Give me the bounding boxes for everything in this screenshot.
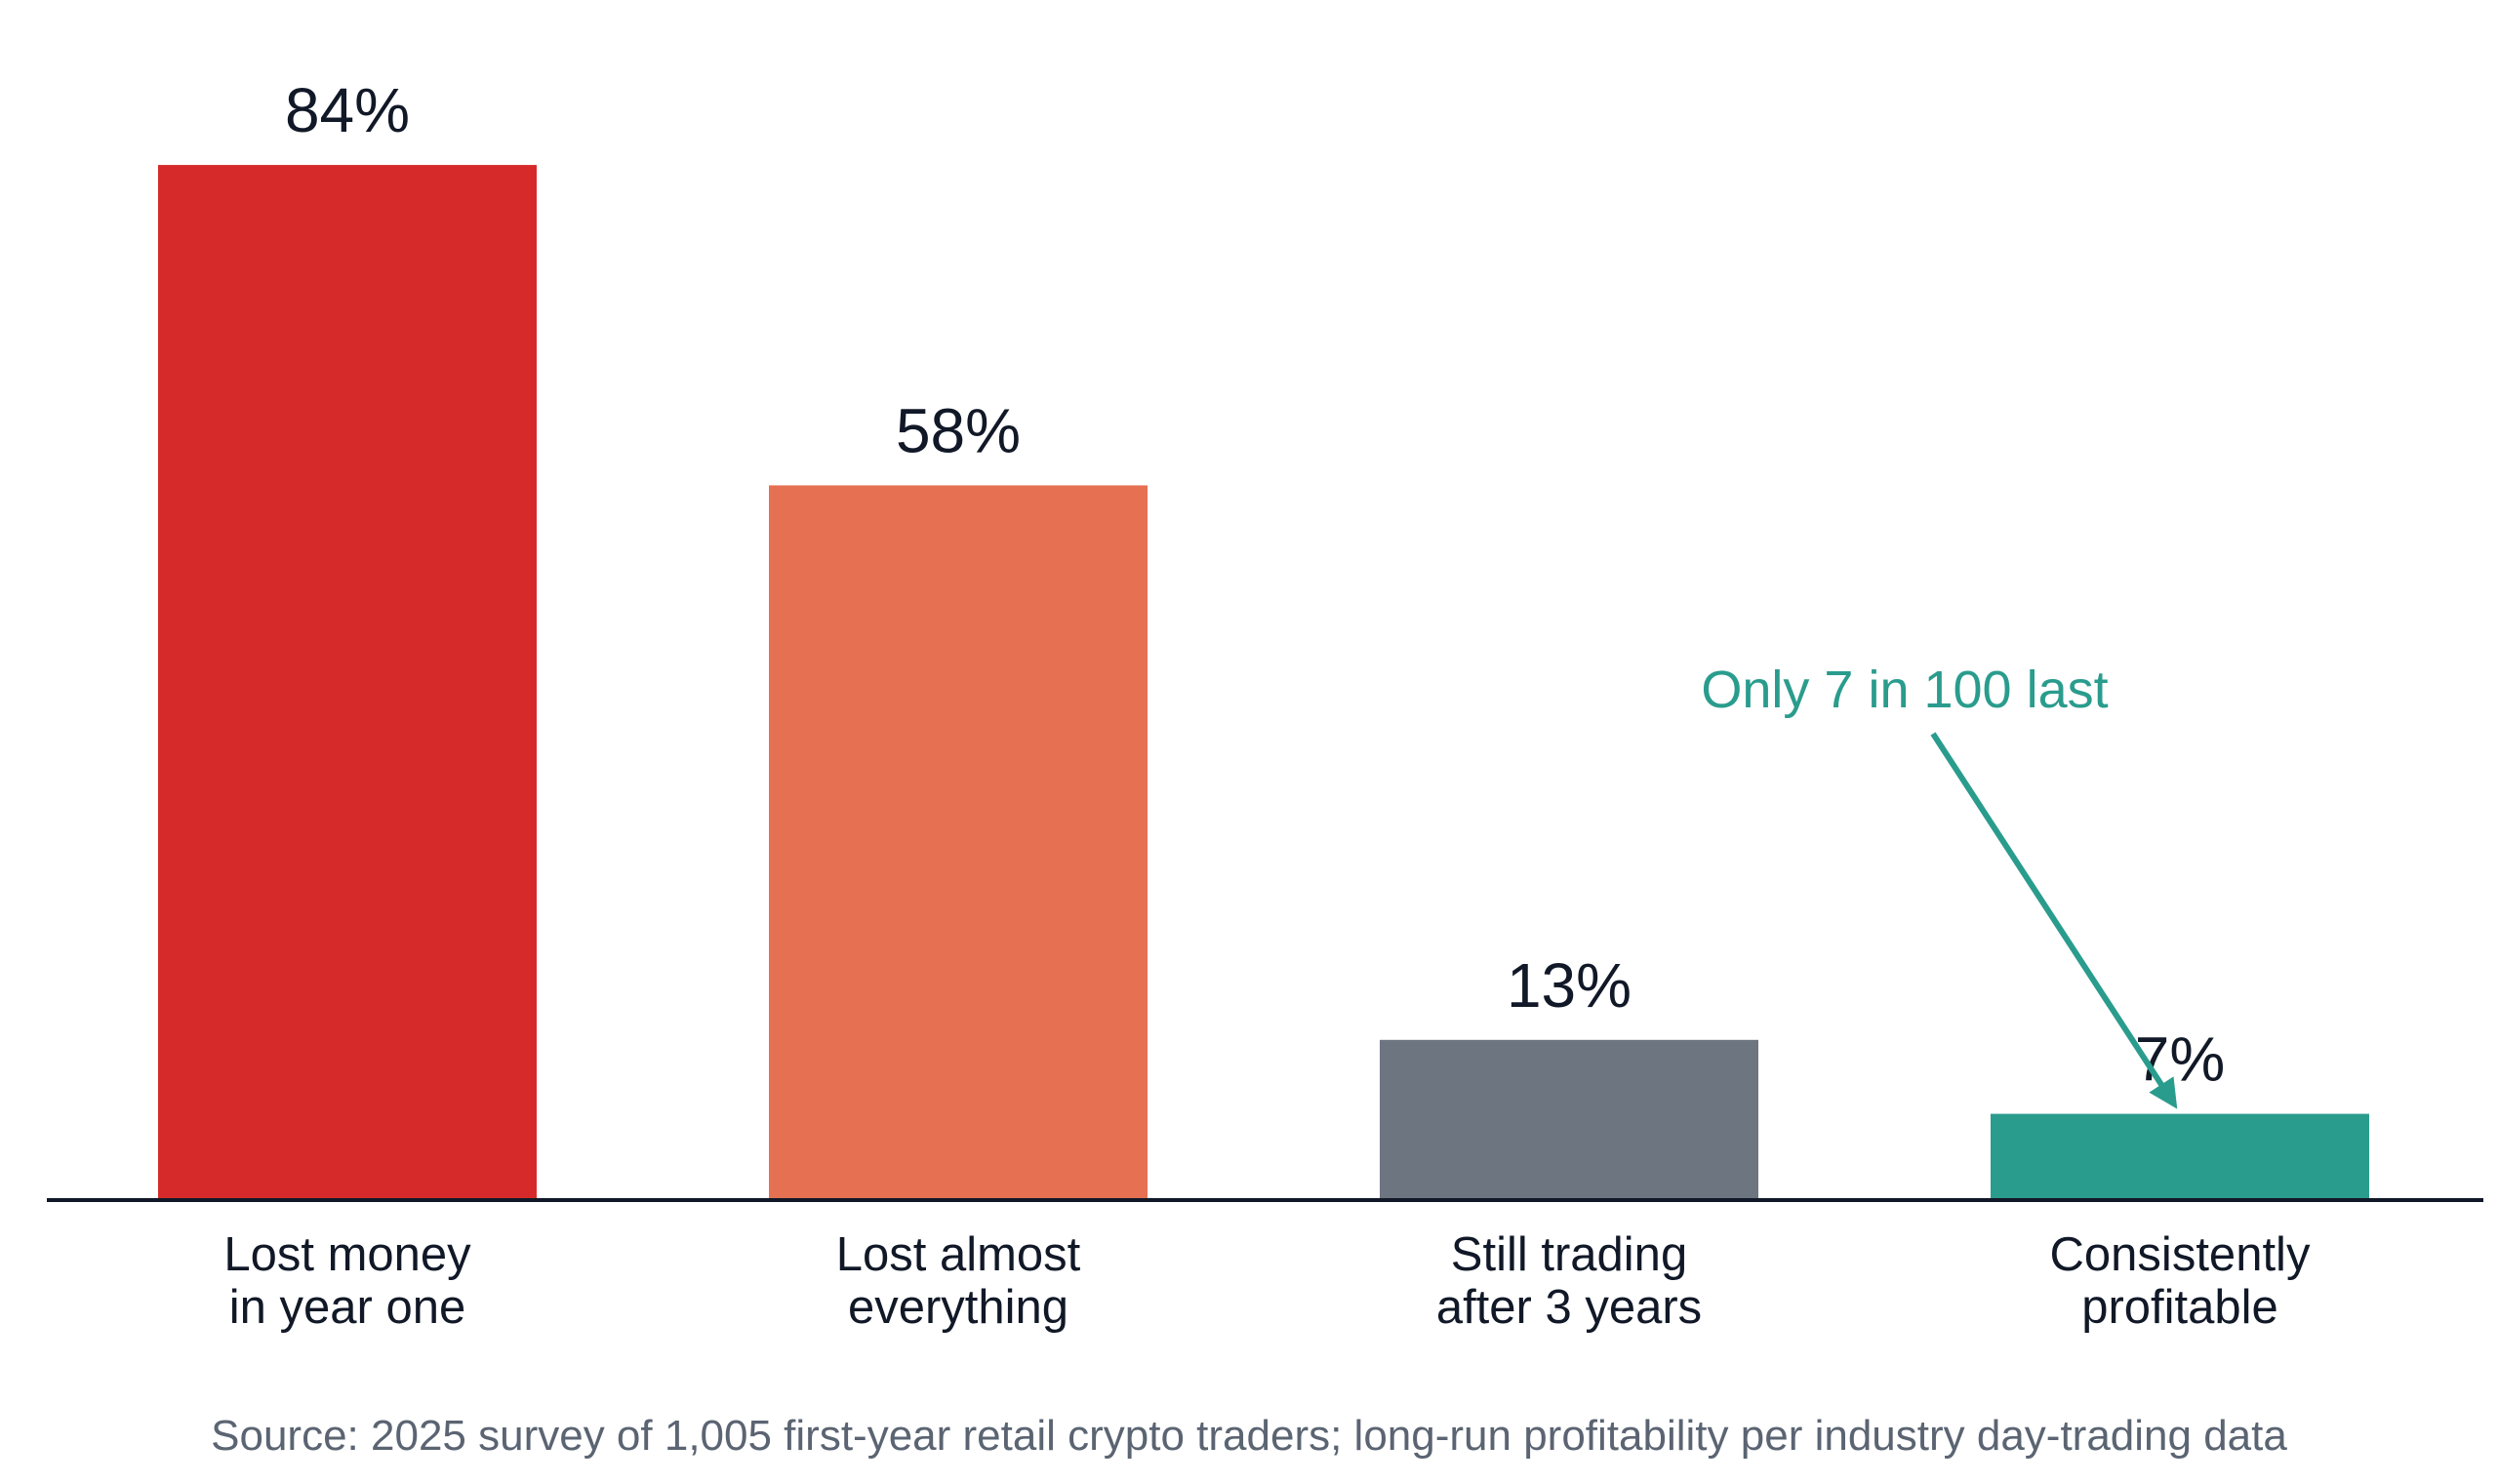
category-label-4-line-2: profitable	[2081, 1281, 2278, 1334]
bar-1	[158, 165, 537, 1201]
value-label-3: 13%	[1507, 950, 1632, 1021]
annotation-text: Only 7 in 100 last	[1701, 661, 2108, 719]
category-label-1-line-1: Lost money	[223, 1228, 471, 1281]
bar-3	[1380, 1039, 1758, 1200]
value-labels-group: 84%58%13%7%	[285, 75, 2225, 1095]
category-label-3-line-2: after 3 years	[1436, 1281, 1702, 1334]
category-label-2-line-1: Lost almost	[836, 1228, 1081, 1281]
category-label-4-line-1: Consistently	[2050, 1228, 2311, 1281]
category-label-2-line-2: everything	[848, 1281, 1068, 1334]
bars-group	[158, 165, 2369, 1201]
category-label-3: Still trading after 3 years	[1436, 1228, 1702, 1334]
bar-2	[769, 485, 1148, 1201]
value-label-1: 84%	[285, 75, 410, 145]
category-labels-group: Lost money in year one Lost almost everythi…	[223, 1228, 2311, 1334]
annotation-arrow	[1930, 732, 2178, 1109]
value-label-2: 58%	[896, 395, 1021, 465]
source-note: Source: 2025 survey of 1,005 first-year …	[211, 1412, 2287, 1460]
category-label-1-line-2: in year one	[229, 1281, 465, 1334]
category-label-3-line-1: Still trading	[1451, 1228, 1687, 1281]
category-label-4: Consistently profitable	[2050, 1228, 2311, 1334]
category-label-1: Lost money in year one	[223, 1228, 471, 1334]
bar-4	[1991, 1113, 2369, 1200]
annotation-group: Only 7 in 100 last	[1701, 661, 2178, 1109]
category-label-2: Lost almost everything	[836, 1228, 1081, 1334]
